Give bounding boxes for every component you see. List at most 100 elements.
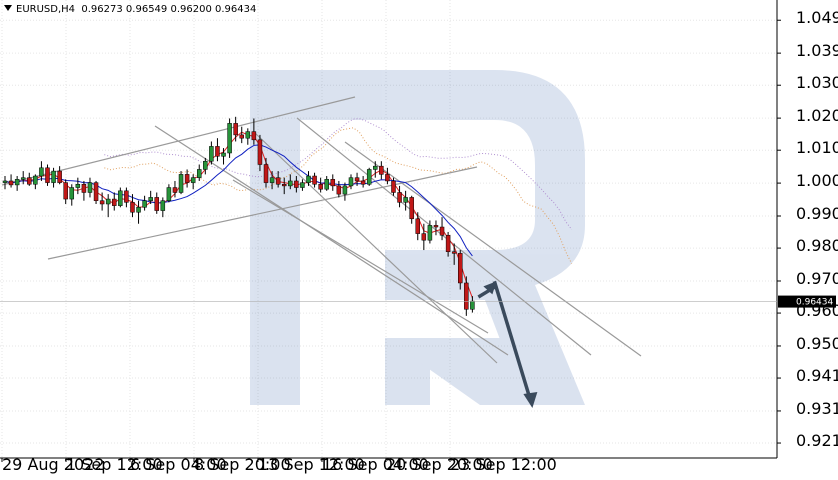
current-price-marker: 0.96434	[0, 295, 836, 308]
candle-body	[45, 167, 50, 183]
candle-body	[427, 225, 433, 241]
candle-body	[281, 184, 287, 187]
candle-body	[105, 198, 111, 205]
candle-body	[318, 184, 323, 190]
candle-body	[464, 282, 469, 310]
candle-body	[397, 192, 402, 203]
open-price: 0.96273	[81, 4, 123, 15]
candle-body	[27, 177, 32, 185]
candle-body	[154, 197, 159, 211]
candle-body	[124, 190, 129, 203]
candle-body	[178, 174, 184, 193]
y-tick-label: 0.98060	[796, 236, 838, 255]
candle-body	[227, 123, 232, 154]
candle-body	[239, 134, 244, 139]
candle-body	[63, 182, 68, 200]
candle-body	[300, 182, 305, 188]
candle-body	[203, 160, 208, 170]
y-tick-label: 1.03010	[796, 73, 838, 92]
candle-body	[51, 170, 56, 183]
candle-body	[336, 185, 342, 195]
chart-grid	[0, 0, 777, 458]
forecast-down-arrow-head	[523, 391, 538, 408]
candle-body	[14, 179, 20, 186]
y-tick-label: 0.99035	[796, 204, 838, 223]
candle-body	[75, 184, 81, 188]
candle-body	[324, 179, 329, 190]
candle-body	[93, 182, 99, 201]
candle-body	[209, 146, 214, 162]
candle-body	[99, 200, 105, 205]
candle-body	[470, 300, 475, 310]
x-tick-label: 16 Sep 04:00	[322, 455, 429, 474]
y-tick-label: 0.93110	[796, 399, 838, 418]
y-tick-label: 0.97060	[796, 269, 838, 288]
symbol-header[interactable]: EURUSD,H4 0.96273 0.96549 0.96200 0.9643…	[4, 4, 256, 15]
candle-body	[215, 146, 220, 157]
candle-body	[136, 207, 141, 213]
y-tick-label: 1.03985	[796, 41, 838, 60]
x-tick-label: 29 Aug 2022	[2, 455, 105, 474]
trend-lines	[1, 96, 642, 364]
candle-body	[348, 177, 354, 187]
candle-body	[184, 174, 190, 183]
forecast-up-arrow-head	[483, 281, 497, 295]
dropdown-triangle-icon[interactable]	[4, 5, 12, 11]
candle-body	[257, 139, 263, 165]
x-tick-label: 6 Sep 04:00	[130, 455, 227, 474]
candle-body	[245, 131, 251, 139]
candle-body	[415, 218, 421, 234]
candle-body	[8, 180, 14, 186]
candle-body	[33, 175, 38, 185]
high-price: 0.96549	[125, 4, 168, 15]
candle-body	[385, 174, 390, 182]
close-price: 0.96434	[215, 4, 257, 15]
y-tick-label: 1.02010	[796, 106, 838, 125]
candle-body	[112, 198, 117, 206]
candle-body	[263, 164, 269, 183]
candle-body	[403, 197, 408, 203]
y-tick-label: 1.00035	[796, 171, 838, 190]
candle-body	[57, 170, 62, 183]
forecast-arrows	[477, 280, 538, 408]
candle-body	[87, 182, 93, 193]
candle-body	[306, 175, 311, 183]
candlestick-series	[2, 116, 475, 316]
candle-body	[373, 165, 378, 170]
candle-body	[288, 180, 293, 187]
candle-body	[196, 169, 202, 178]
low-price: 0.96200	[170, 4, 212, 15]
y-tick-label: 0.94110	[796, 366, 838, 385]
y-tick-label: 1.01035	[796, 138, 838, 157]
candle-body	[366, 169, 372, 185]
x-tick-label: 23 Sep 12:00	[450, 455, 557, 474]
candle-body	[190, 177, 196, 183]
candle-body	[39, 167, 44, 177]
candle-body	[160, 200, 166, 211]
candle-body	[330, 179, 336, 187]
candle-body	[269, 177, 275, 183]
candle-body	[251, 131, 257, 141]
candle-body	[445, 235, 451, 252]
current-price-label: 0.96434	[796, 298, 833, 308]
ichimoku-cloud	[104, 118, 573, 264]
candle-body	[221, 152, 226, 157]
x-tick-label: 20 Sep 20:00	[386, 455, 493, 474]
candle-body	[354, 177, 360, 182]
candle-body	[81, 184, 87, 193]
candle-body	[233, 123, 238, 136]
x-tick-label: 13 Sep 12:00	[258, 455, 365, 474]
candle-body	[391, 180, 396, 193]
candle-body	[142, 200, 147, 208]
candle-body	[130, 202, 135, 213]
price-axis: 1.04985 1.03985 1.03010 1.02010 1.01035 1.000…	[777, 8, 838, 450]
candle-body	[172, 187, 178, 193]
candle-body	[118, 190, 123, 206]
current-price-box	[778, 295, 836, 308]
candle-body	[433, 225, 439, 228]
symbol-name: EURUSD,H4	[16, 4, 76, 15]
y-tick-label: 0.95085	[796, 334, 838, 353]
